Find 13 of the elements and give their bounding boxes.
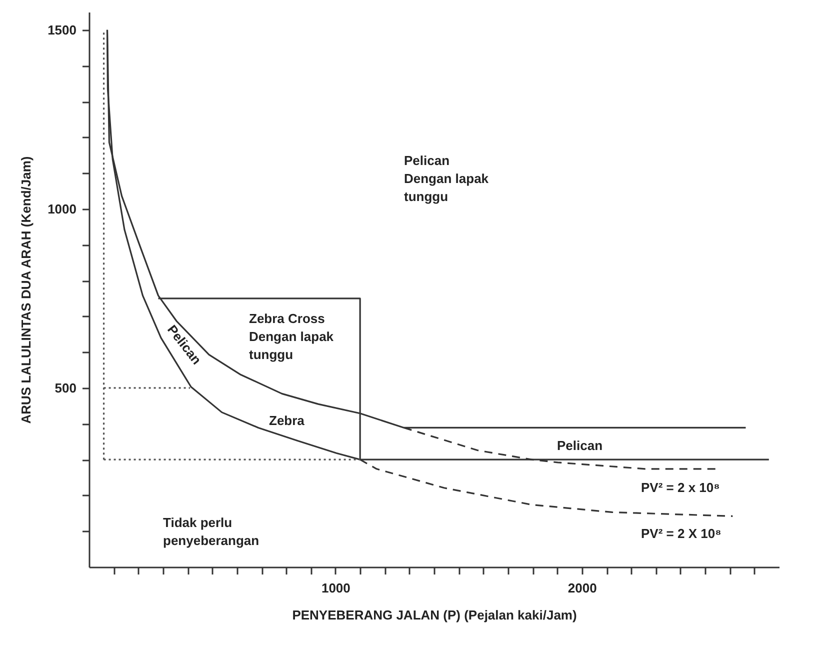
- annotation: Zebra Cross Dengan lapak tunggu: [249, 311, 334, 362]
- y-tick-label: 500: [54, 380, 76, 396]
- x-tick-label: 2000: [568, 580, 597, 596]
- annotation: Zebra: [269, 413, 306, 428]
- annotation: Tidak perlu penyeberangan: [163, 515, 260, 548]
- annotation: PV² = 2 x 10⁸: [641, 480, 720, 495]
- y-tick-label: 1000: [48, 201, 76, 216]
- annotation: PV² = 2 X 10⁸: [641, 526, 722, 541]
- annotation: Pelican: [557, 438, 603, 453]
- x-axis-title: PENYEBERANG JALAN (P) (Pejalan kaki/Jam): [292, 608, 577, 622]
- y-tick-label: 1500: [48, 22, 76, 38]
- annotation: Pelican Dengan lapak tunggu: [404, 153, 490, 204]
- y-axis-title: ARUS LALULINTAS DUA ARAH (Kend/Jam): [18, 156, 34, 424]
